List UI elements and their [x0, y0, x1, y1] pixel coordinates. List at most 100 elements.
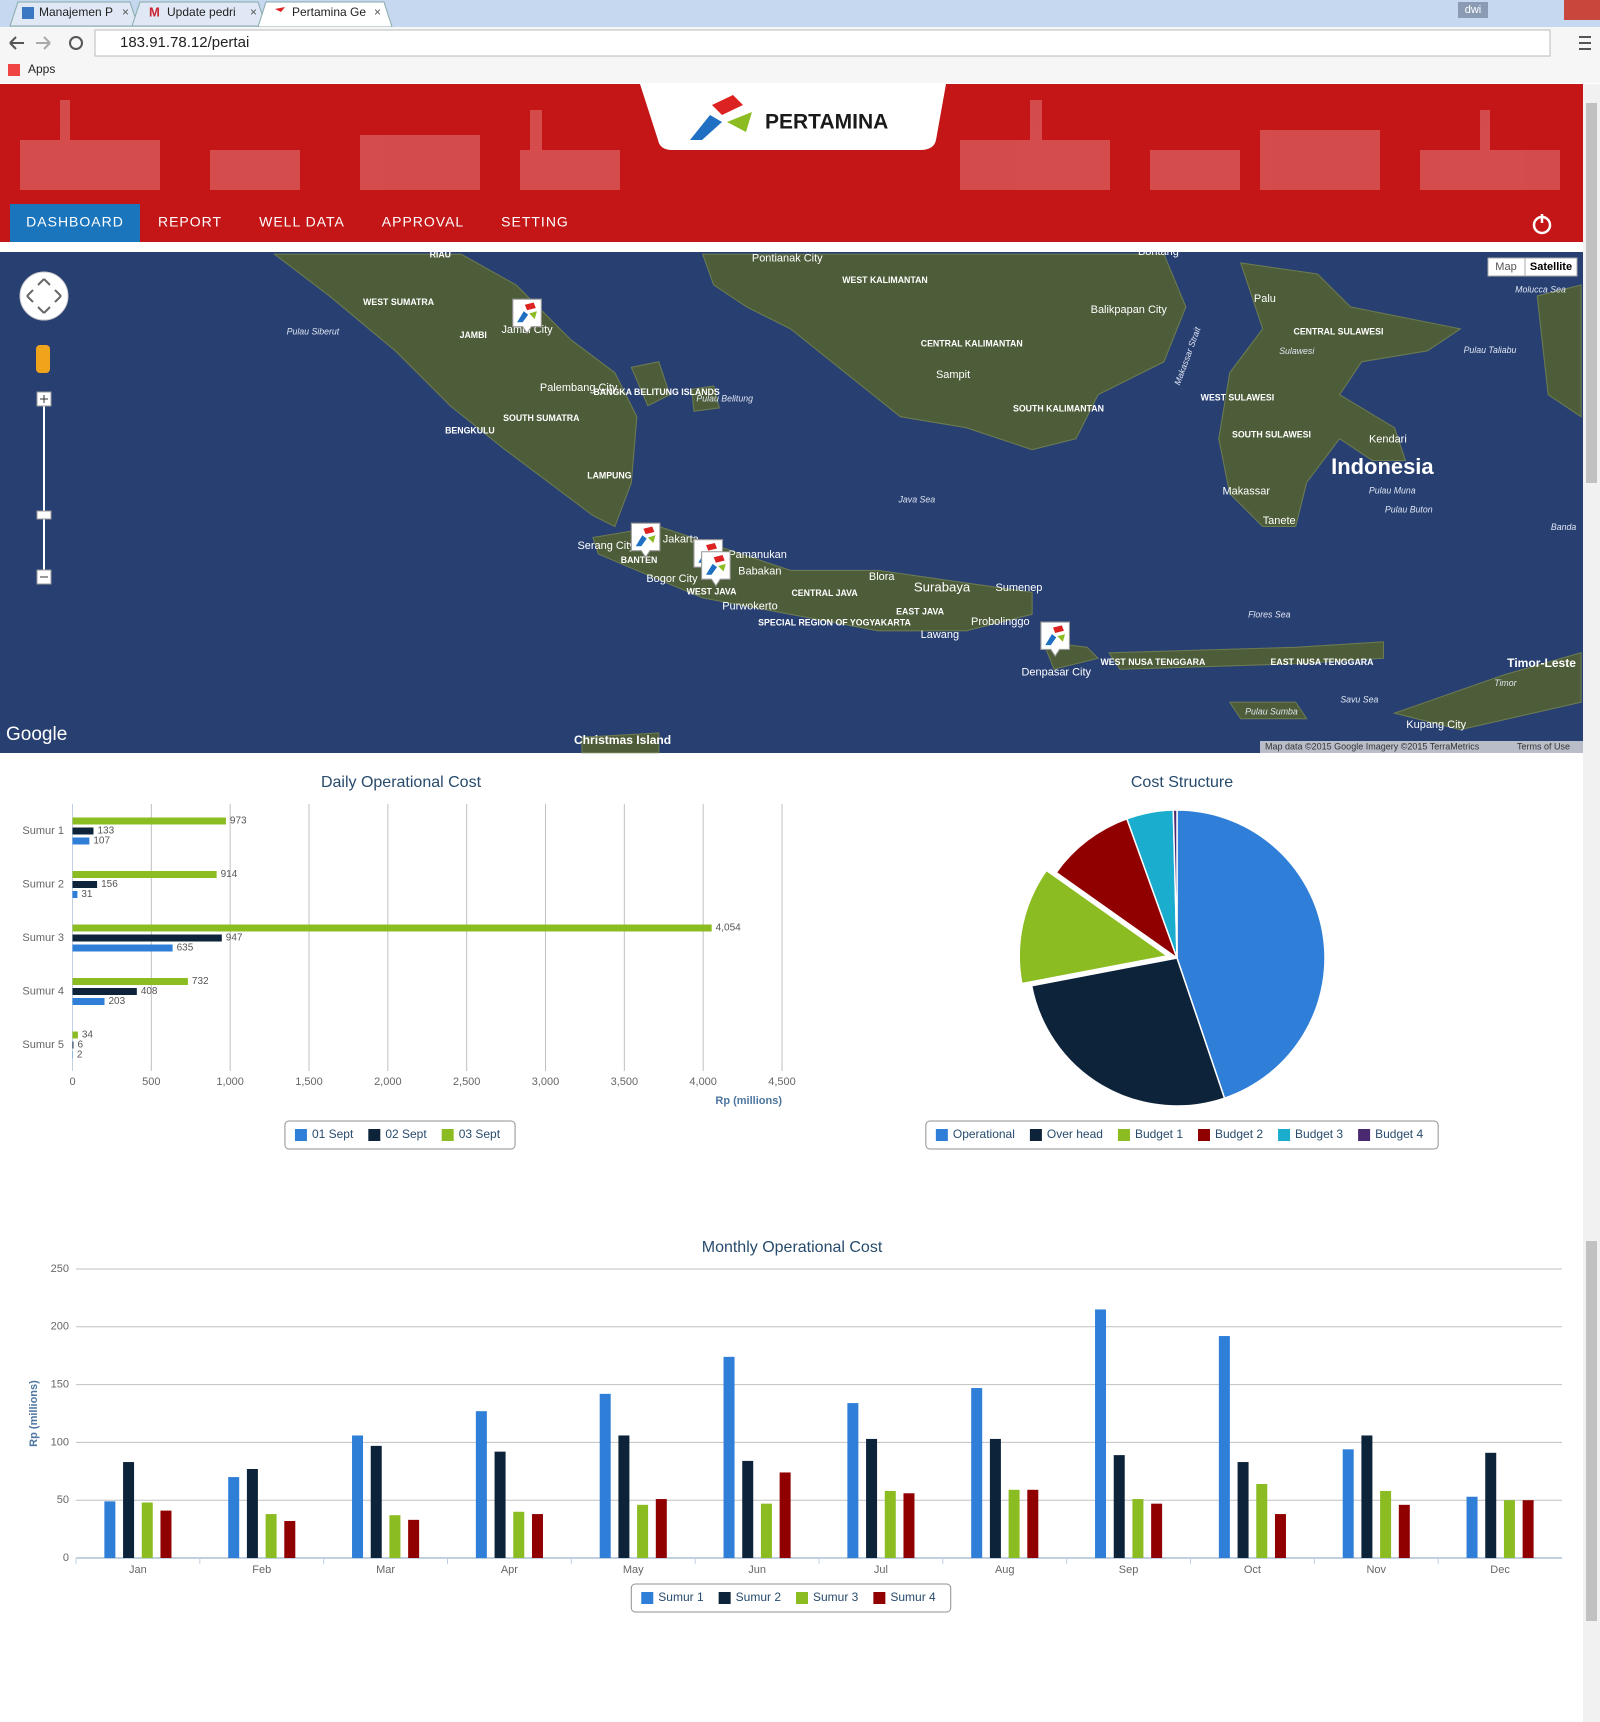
close[interactable]: ×	[374, 5, 381, 19]
tab[interactable]	[9, 1, 139, 27]
map-label: CENTRAL SULAWESI	[1293, 326, 1383, 336]
y-tick-label: Sumur 4	[22, 985, 64, 997]
legend-swatch[interactable]	[873, 1592, 886, 1604]
legend-swatch[interactable]	[1278, 1129, 1291, 1141]
map-label: Babakan	[738, 565, 781, 577]
tab-title: Pertamina Ge	[292, 5, 366, 19]
y-tick-label: 0	[63, 1552, 69, 1564]
data-label: 732	[192, 976, 209, 987]
bar	[1485, 1452, 1497, 1558]
map-label: Christmas Island	[574, 733, 671, 747]
legend-swatch[interactable]	[1358, 1129, 1371, 1141]
user-badge[interactable]	[1458, 2, 1488, 18]
bar	[72, 891, 78, 898]
map-marker[interactable]	[1040, 621, 1071, 658]
bar	[72, 817, 226, 825]
legend-swatch[interactable]	[1029, 1129, 1042, 1141]
pan-control[interactable]	[19, 271, 69, 321]
pie-slice	[1018, 869, 1170, 985]
bar	[72, 1031, 78, 1039]
address-bar[interactable]	[94, 29, 1551, 57]
nav-item[interactable]: SETTING	[501, 214, 569, 230]
legend-label: Sumur 4	[890, 1590, 936, 1604]
bar	[141, 1502, 153, 1558]
nav-item[interactable]: REPORT	[158, 214, 222, 230]
marker-logo	[1052, 625, 1064, 634]
legend-swatch[interactable]	[1198, 1129, 1210, 1141]
map-label: WEST SULAWESI	[1201, 392, 1275, 402]
legend-swatch[interactable]	[294, 1129, 307, 1141]
bar	[531, 1514, 543, 1558]
bookmark[interactable]: Apps	[28, 62, 55, 76]
menu[interactable]	[1579, 36, 1591, 50]
bar	[1398, 1504, 1410, 1558]
map-marker[interactable]	[630, 522, 661, 559]
bar	[1027, 1489, 1039, 1558]
pegman[interactable]	[36, 345, 50, 373]
map-label: EAST NUSA TENGGARA	[1271, 657, 1375, 667]
bar	[1237, 1462, 1249, 1558]
close[interactable]: ×	[122, 5, 129, 19]
legend-swatch[interactable]	[1117, 1129, 1130, 1141]
marker-logo	[635, 535, 647, 547]
bar	[866, 1438, 878, 1558]
close[interactable]: ×	[250, 5, 257, 19]
map-label: Sampit	[936, 369, 970, 381]
scroll-thumb[interactable]	[1586, 103, 1597, 483]
map-type-button[interactable]	[1524, 257, 1578, 277]
map[interactable]: RIAU Pontianak City WEST KALIMANTAN Bontang…	[0, 246, 1583, 754]
legend-box	[630, 1583, 952, 1613]
map-marker[interactable]	[512, 298, 542, 335]
map-label: Indonesia	[1331, 454, 1434, 479]
map-label: Pulau Muna	[1369, 486, 1416, 496]
window-close[interactable]	[1564, 0, 1600, 20]
legend-swatch[interactable]	[368, 1129, 381, 1141]
legend-swatch[interactable]	[796, 1592, 808, 1604]
marker-logo	[706, 563, 717, 575]
apps-icon	[8, 64, 20, 76]
bar	[475, 1411, 487, 1558]
map-label: Denpasar City	[1022, 666, 1092, 678]
nav-bar	[0, 204, 1583, 242]
legend-swatch[interactable]	[718, 1592, 731, 1604]
banner-silhouette	[20, 100, 1560, 190]
bar	[72, 871, 217, 878]
map-label: Flores Sea	[1248, 610, 1291, 620]
bar	[989, 1438, 1001, 1558]
legend-swatch[interactable]	[441, 1129, 454, 1141]
bar	[599, 1393, 611, 1558]
x-tick-label: 3,000	[532, 1076, 560, 1088]
data-label: 973	[230, 816, 247, 827]
bar	[72, 837, 90, 845]
legend-swatch[interactable]	[641, 1592, 654, 1604]
terms-link[interactable]: Terms of Use	[1517, 741, 1570, 751]
data-label: 6	[77, 1040, 83, 1051]
bar	[1361, 1435, 1373, 1558]
x-tick-label: 2,000	[374, 1076, 402, 1088]
data-label: 914	[221, 869, 238, 880]
forward[interactable]	[36, 36, 51, 50]
bar	[1256, 1484, 1268, 1558]
legend-swatch[interactable]	[935, 1129, 948, 1141]
y-axis-label: Rp (millions)	[28, 1380, 40, 1447]
map-label: Pulau Buton	[1385, 504, 1433, 514]
map-logo: Google	[6, 724, 67, 745]
bar	[72, 998, 105, 1005]
map-label: CENTRAL JAVA	[791, 588, 858, 598]
nav-item[interactable]: DASHBOARD	[26, 214, 124, 230]
map-label: JAMBI	[460, 330, 487, 340]
marker-logo	[647, 535, 656, 543]
map-label: Savu Sea	[1340, 694, 1378, 704]
map-marker[interactable]	[701, 551, 731, 587]
zoom-handle[interactable]	[36, 510, 52, 520]
back[interactable]	[9, 36, 24, 50]
bar	[72, 978, 188, 985]
nav-item[interactable]: APPROVAL	[382, 214, 464, 230]
x-tick-label: 2,500	[453, 1076, 481, 1088]
reload[interactable]	[69, 36, 83, 50]
bar	[903, 1493, 915, 1558]
tab[interactable]	[131, 1, 267, 27]
nav-item[interactable]: WELL DATA	[259, 214, 345, 230]
scroll-thumb[interactable]	[1586, 1241, 1597, 1621]
